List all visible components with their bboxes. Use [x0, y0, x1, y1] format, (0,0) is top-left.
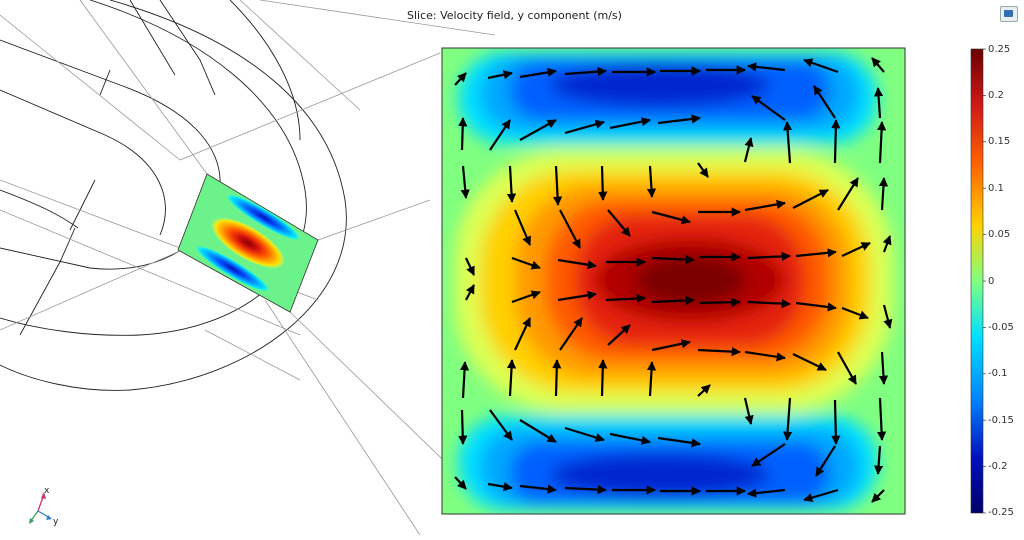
colorbar [970, 48, 984, 514]
guide-lines [0, 0, 496, 536]
colorbar-tick-label: -0.25 [988, 507, 1014, 518]
colorbar-tick-marks [983, 48, 986, 514]
velocity-arrows [454, 57, 893, 503]
triad-y-label: y [53, 517, 59, 527]
colorbar-tick-label: 0.15 [988, 136, 1011, 147]
colorbar-tick-label: -0.15 [988, 415, 1014, 426]
axes-triad [29, 492, 52, 524]
colorbar-tick-label: 0.1 [988, 183, 1004, 194]
colorbar-tick-label: 0.25 [988, 44, 1011, 55]
colorbar-tick-label: 0.2 [988, 90, 1004, 101]
slice-preview [178, 174, 318, 312]
geometry-wireframe [0, 0, 347, 391]
camera-view-icon[interactable] [1000, 6, 1018, 22]
colorbar-tick-label: -0.05 [988, 322, 1014, 333]
colorbar-tick-label: 0.05 [988, 229, 1011, 240]
triad-x-label: x [44, 486, 50, 496]
slice-plot[interactable] [442, 48, 905, 514]
slice-preview-outline [177, 173, 319, 313]
colorbar-tick-label: -0.1 [988, 368, 1008, 379]
plot-title: Slice: Velocity field, y component (m/s) [407, 9, 622, 22]
colorbar-tick-label: 0 [988, 276, 995, 287]
colorbar-tick-label: -0.2 [988, 461, 1008, 472]
slice-plot-frame [441, 47, 906, 515]
